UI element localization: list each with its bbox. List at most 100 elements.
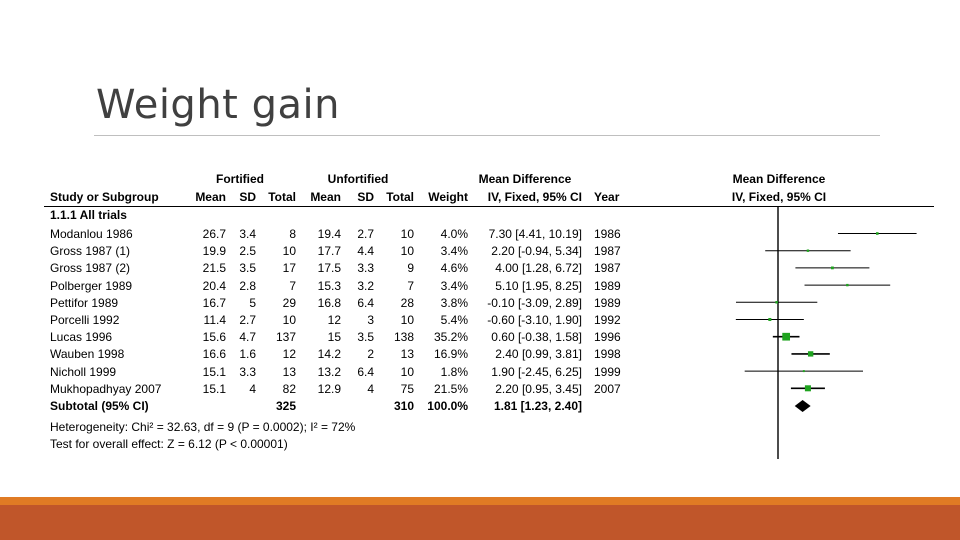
row-study: Mukhopadhyay 2007: [50, 381, 162, 396]
row-sd1: 2.7: [239, 313, 256, 327]
point-estimate: [807, 351, 814, 357]
col-mean-fortified: Mean: [195, 190, 226, 204]
row-sd1: 3.5: [239, 261, 256, 276]
row-m1: 11.4: [203, 313, 226, 327]
row-m2: 12: [327, 313, 341, 327]
row-ci: 4.00 [1.28, 6.72]: [495, 261, 582, 276]
row-sd1: 1.6: [239, 347, 256, 362]
row-n1: 12: [282, 347, 296, 362]
col-ci: IV, Fixed, 95% CI: [487, 190, 582, 204]
row-weight: 16.9%: [433, 347, 468, 362]
point-estimate: [802, 370, 805, 373]
row-weight: 4.6%: [440, 261, 468, 276]
row-year: 1986: [594, 227, 621, 241]
row-sd2: 6.4: [357, 364, 374, 379]
subtotal-n-fortified: 325: [275, 399, 296, 413]
pooled-diamond: [794, 400, 811, 412]
col-total-unfortified: Total: [386, 190, 414, 204]
subtotal-ci: 1.81 [1.23, 2.40]: [493, 399, 582, 413]
subtotal-label: Subtotal (95% CI): [50, 399, 149, 413]
row-study: Polberger 1989: [50, 278, 133, 293]
row-n1: 82: [282, 381, 296, 396]
col-year: Year: [594, 190, 620, 204]
row-ci: -0.10 [-3.09, 2.89]: [487, 295, 582, 310]
row-n2: 138: [393, 330, 414, 345]
row-year: 1989: [594, 278, 621, 293]
point-estimate: [806, 249, 810, 252]
footer-bar: [0, 505, 960, 540]
row-weight: 3.4%: [440, 278, 468, 293]
point-estimate: [768, 317, 772, 322]
row-n2: 75: [400, 381, 414, 396]
row-sd1: 2.5: [239, 244, 256, 259]
row-m1: 26.7: [202, 227, 226, 241]
row-study: Porcelli 1992: [50, 313, 120, 327]
col-total-fortified: Total: [268, 190, 296, 204]
row-n1: 17: [282, 261, 296, 276]
group-fortified: Fortified: [216, 172, 264, 186]
row-sd1: 2.8: [239, 278, 256, 293]
row-weight: 1.8%: [440, 364, 468, 379]
row-sd2: 4: [367, 381, 374, 396]
row-sd1: 3.4: [239, 227, 256, 241]
row-sd2: 3.2: [357, 278, 374, 293]
row-sd1: 3.3: [239, 364, 256, 379]
row-m2: 17.7: [317, 244, 341, 259]
col-sd-fortified: SD: [239, 190, 256, 204]
point-estimate: [775, 301, 778, 304]
row-m2: 17.5: [317, 261, 341, 276]
row-weight: 21.5%: [433, 381, 468, 396]
row-n1: 8: [289, 227, 296, 241]
row-year: 1992: [594, 313, 621, 327]
group-unfortified: Unfortified: [327, 172, 389, 186]
row-ci: 2.20 [0.95, 3.45]: [495, 381, 582, 396]
row-sd1: 4: [249, 381, 256, 396]
point-estimate: [875, 232, 879, 235]
row-ci: 7.30 [4.41, 10.19]: [488, 227, 582, 241]
row-n1: 29: [282, 295, 296, 310]
group-mean-difference-plot: Mean Difference: [732, 172, 826, 186]
row-m2: 13.2: [317, 364, 341, 379]
col-study: Study or Subgroup: [50, 190, 159, 204]
row-ci: 1.90 [-2.45, 6.25]: [491, 364, 582, 379]
row-weight: 4.0%: [440, 227, 468, 241]
subtotal-weight: 100.0%: [427, 399, 468, 413]
slide-title: Weight gain: [96, 82, 340, 128]
row-ci: 2.20 [-0.94, 5.34]: [491, 244, 582, 259]
row-study: Nicholl 1999: [50, 364, 117, 379]
heterogeneity-text: Heterogeneity: Chi² = 32.63, df = 9 (P =…: [50, 420, 356, 434]
row-ci: 5.10 [1.95, 8.25]: [495, 278, 582, 293]
row-m1: 16.7: [202, 295, 226, 310]
row-year: 1987: [594, 244, 621, 259]
subtotal-n-unfortified: 310: [393, 399, 414, 413]
overall-effect-text: Test for overall effect: Z = 6.12 (P < 0…: [50, 437, 288, 451]
row-n1: 7: [289, 278, 296, 293]
row-n2: 10: [400, 244, 414, 259]
row-sd1: 4.7: [239, 330, 256, 345]
row-ci: 0.60 [-0.38, 1.58]: [491, 330, 582, 345]
row-study: Lucas 1996: [50, 330, 113, 345]
row-weight: 35.2%: [433, 330, 468, 345]
title-divider: [94, 135, 880, 136]
row-n2: 9: [407, 261, 414, 276]
row-m1: 20.4: [202, 278, 226, 293]
row-n1: 137: [275, 330, 296, 345]
row-m1: 15.1: [202, 364, 226, 379]
row-sd2: 4.4: [357, 244, 374, 259]
row-m2: 14.2: [317, 347, 341, 362]
col-sd-unfortified: SD: [357, 190, 374, 204]
row-n2: 13: [400, 347, 414, 362]
row-weight: 3.4%: [440, 244, 468, 259]
row-year: 1999: [594, 364, 621, 379]
row-m1: 21.5: [202, 261, 226, 276]
row-m2: 15: [327, 330, 341, 345]
row-year: 1987: [594, 261, 621, 276]
row-m1: 19.9: [202, 244, 226, 259]
row-weight: 3.8%: [440, 295, 468, 310]
row-sd2: 3.3: [357, 261, 374, 276]
row-study: Pettifor 1989: [50, 295, 119, 310]
point-estimate: [846, 283, 849, 287]
row-n1: 10: [282, 313, 296, 327]
row-m2: 19.4: [317, 227, 341, 241]
row-year: 1989: [594, 295, 621, 310]
